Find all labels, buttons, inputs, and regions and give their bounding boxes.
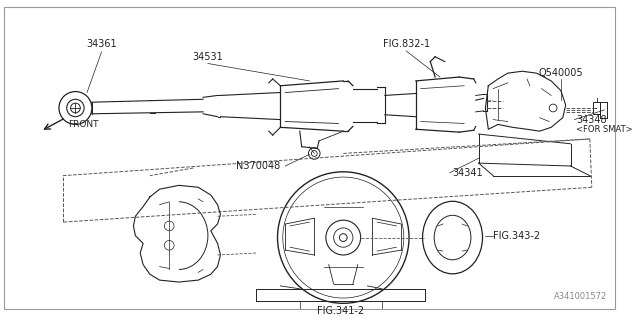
Text: A341001572: A341001572 bbox=[554, 292, 607, 301]
Text: FIG.832-1: FIG.832-1 bbox=[383, 39, 429, 49]
Text: 34348: 34348 bbox=[576, 115, 607, 124]
Text: 34361: 34361 bbox=[86, 39, 117, 49]
Text: Q540005: Q540005 bbox=[538, 68, 583, 78]
Bar bbox=[593, 102, 600, 114]
Text: FRONT: FRONT bbox=[68, 120, 98, 129]
Text: FIG.343-2: FIG.343-2 bbox=[493, 231, 540, 241]
Text: N370048: N370048 bbox=[236, 161, 280, 171]
Text: 34341: 34341 bbox=[452, 168, 483, 178]
Text: FIG.341-2: FIG.341-2 bbox=[317, 306, 364, 316]
Text: <FOR SMAT>: <FOR SMAT> bbox=[576, 125, 633, 134]
Text: 34531: 34531 bbox=[193, 52, 223, 62]
